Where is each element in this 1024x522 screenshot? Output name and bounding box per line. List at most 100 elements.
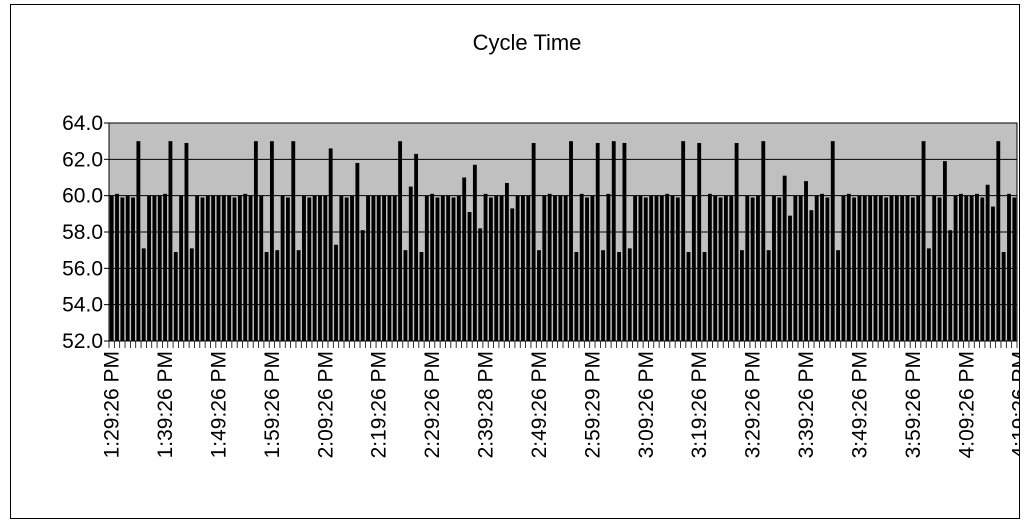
bar [558,195,563,341]
bar [382,195,386,341]
bar [675,197,680,341]
bar [798,195,803,341]
bar [900,195,905,341]
bar [868,195,873,341]
bar [910,197,915,341]
bar [734,142,739,341]
x-tick-label: 3:59:26 PM [902,351,925,458]
bar [136,141,141,341]
bar [237,195,242,341]
bar [585,197,589,341]
bar [173,251,178,341]
bar [606,193,611,341]
bar [131,197,135,341]
bar [446,195,451,341]
cycle-time-chart: Cycle Time 52.054.056.058.060.062.064.0 … [62,30,1019,458]
x-tick-label: 4:09:26 PM [955,351,978,458]
bar [537,250,541,341]
bar [980,197,985,341]
y-tick-label: 62.0 [62,148,103,171]
bar [318,195,322,341]
bar [617,251,622,341]
x-tick-label: 2:49:26 PM [528,351,551,458]
bar [750,197,755,341]
bar [344,197,349,341]
x-tick-label: 4:19:26 PM [1009,351,1019,458]
bar [350,195,354,341]
bar [302,195,306,341]
bar [633,195,638,341]
bar [232,197,237,341]
bar [975,193,979,341]
bar [462,177,467,341]
bar [221,195,226,341]
bar [275,250,280,341]
bar [526,195,531,341]
chart-title: Cycle Time [473,30,582,55]
bar [510,208,515,341]
bar [702,251,707,341]
bar [430,193,435,341]
bar [942,161,947,341]
bar [862,195,867,341]
bar [494,195,499,341]
bar [467,212,472,341]
bar [1001,251,1006,341]
x-tick-labels: 1:29:26 PM 1:39:26 PM 1:49:26 PM 1:59:26 PM… [101,351,1019,458]
bar [141,248,146,341]
bar [371,195,376,341]
bar [841,195,846,341]
x-tick-label: 3:39:26 PM [795,351,818,458]
bar [681,141,686,341]
bars [109,141,1017,341]
bar [205,195,210,341]
bar [756,195,760,341]
bar [478,228,483,341]
bar [740,250,744,341]
bar [120,197,125,341]
bar [932,195,937,341]
bar [553,195,557,341]
bar [601,250,605,341]
bar [772,195,776,341]
bar [472,164,477,341]
bar [227,195,232,341]
bar [579,193,584,341]
bar [659,195,664,341]
x-tick-label: 2:39:28 PM [475,351,498,458]
bar [820,193,824,341]
y-tick-label: 56.0 [62,257,103,280]
axes [108,340,1018,348]
bar [958,193,963,341]
bar [804,181,808,341]
bar [189,248,194,341]
bar [398,141,403,341]
bar [889,195,894,341]
x-tick-label: 2:59:29 PM [581,351,604,458]
bar [894,195,899,341]
bar [424,195,429,341]
bar [259,195,264,341]
bar [627,248,632,341]
bar [809,210,814,341]
y-tick-labels: 52.0 54.0 56.0 58.0 60.0 62.0 64.0 [62,112,103,353]
bar [147,195,151,341]
bar [435,197,440,341]
bar [836,250,840,341]
bar [953,195,958,341]
bar [729,195,734,341]
bar [611,141,616,341]
bar [590,195,595,341]
bar [488,197,493,341]
x-tick-label: 3:09:26 PM [635,351,658,458]
bar [852,197,857,341]
bar [451,197,456,341]
x-tick-label: 1:39:26 PM [154,351,177,458]
x-tick-label: 3:29:26 PM [742,351,765,458]
bar [643,197,648,341]
bar [638,195,643,341]
bar [969,195,974,341]
bar [334,244,338,341]
bar [691,195,696,341]
bar [926,248,931,341]
